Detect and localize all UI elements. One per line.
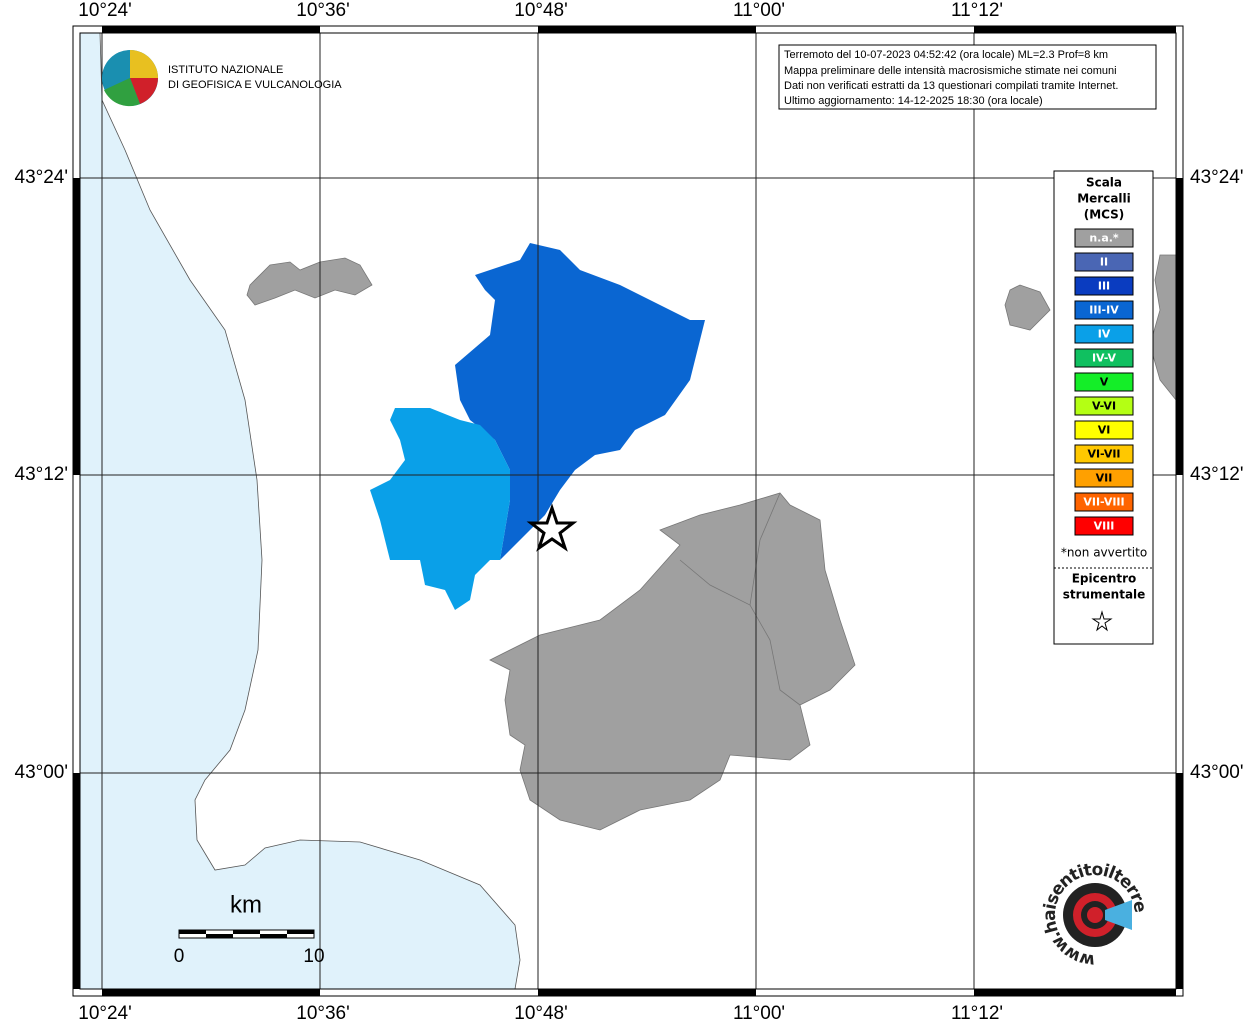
legend-label: IV-V [1092,352,1117,365]
lon-label: 11°00' [733,0,785,21]
lat-label: 43°12' [1190,464,1244,485]
lon-label: 10°24' [78,0,132,21]
lon-label: 10°36' [296,1003,350,1024]
info-line: Dati non verificati estratti da 13 quest… [784,80,1118,92]
legend-swatch [1074,468,1134,488]
legend-label: II [1100,256,1108,269]
legend-label: VI [1098,424,1111,437]
sea [80,33,521,989]
epicenter-star [526,503,578,552]
scale-label: 10 [303,946,324,967]
lon-label: 11°12' [951,0,1003,21]
legend-label: VII [1096,472,1113,485]
legend-swatch [1074,252,1134,272]
legend-title: (MCS) [1084,208,1125,222]
info-box: Terremoto del 10-07-2023 04:52:42 (ora l… [778,44,1157,110]
legend-label: VIII [1094,520,1115,533]
legend-swatch [1074,300,1134,320]
legend-label: n.a.* [1089,232,1119,245]
lon-label: 11°12' [951,1003,1003,1024]
legend-note: *non avvertito [1061,546,1147,560]
legend-swatch [1074,348,1134,368]
legend-swatch [1074,444,1134,464]
area-iv [370,408,510,610]
border [679,492,801,706]
lon-label: 10°36' [296,0,350,21]
legend: Scala Mercalli (MCS) Epicentro strumenta… [1053,170,1154,645]
legend-label: III [1098,280,1110,293]
legend-swatch [1074,372,1134,392]
logo-text: DI GEOFISICA E VULCANOLOGIA [168,79,342,91]
lat-label: 43°12' [15,464,69,485]
info-line: Ultimo aggiornamento: 14-12-2025 18:30 (… [784,95,1043,107]
legend-label: IV [1098,328,1111,341]
legend-label: V [1100,376,1109,389]
legend-swatch [1074,492,1134,512]
area-iii-iv [455,243,705,560]
lat-label: 43°00' [1190,762,1244,783]
scale-label: 0 [174,946,185,967]
map-area [80,33,1176,989]
legend-label: V-VI [1092,400,1116,413]
info-line: Mappa preliminare delle intensità macros… [784,65,1117,77]
lon-label: 10°48' [514,0,568,21]
legend-swatch [1074,324,1134,344]
legend-swatch [1074,228,1134,248]
area-na [1004,254,1176,401]
legend-swatch [1074,420,1134,440]
area-na [246,257,373,306]
legend-swatch [1074,516,1134,536]
legend-label: VII-VIII [1083,496,1124,509]
lon-label: 10°24' [78,1003,132,1024]
legend-epicenter: strumentale [1063,588,1146,602]
frame [72,25,1184,997]
lon-label: 10°48' [514,1003,568,1024]
legend-swatch [1074,276,1134,296]
lat-label: 43°24' [15,167,69,188]
scale-bar: km 0 10 [174,891,325,967]
lon-label: 11°00' [733,1003,785,1024]
logo-text: ISTITUTO NAZIONALE [168,64,283,76]
legend-title: Scala [1086,176,1122,190]
legend-title: Mercalli [1077,192,1131,206]
legend-swatch [1074,396,1134,416]
legend-label: VI-VII [1087,448,1120,461]
grid [80,33,1176,989]
ingv-logo: ISTITUTO NAZIONALE DI GEOFISICA E VULCAN… [102,50,342,107]
legend-label: III-IV [1089,304,1119,317]
info-line: Terremoto del 10-07-2023 04:52:42 (ora l… [784,49,1108,61]
scale-unit: km [230,891,262,918]
lat-label: 43°00' [15,762,69,783]
legend-epicenter: Epicentro [1072,572,1137,586]
lat-label: 43°24' [1190,167,1244,188]
